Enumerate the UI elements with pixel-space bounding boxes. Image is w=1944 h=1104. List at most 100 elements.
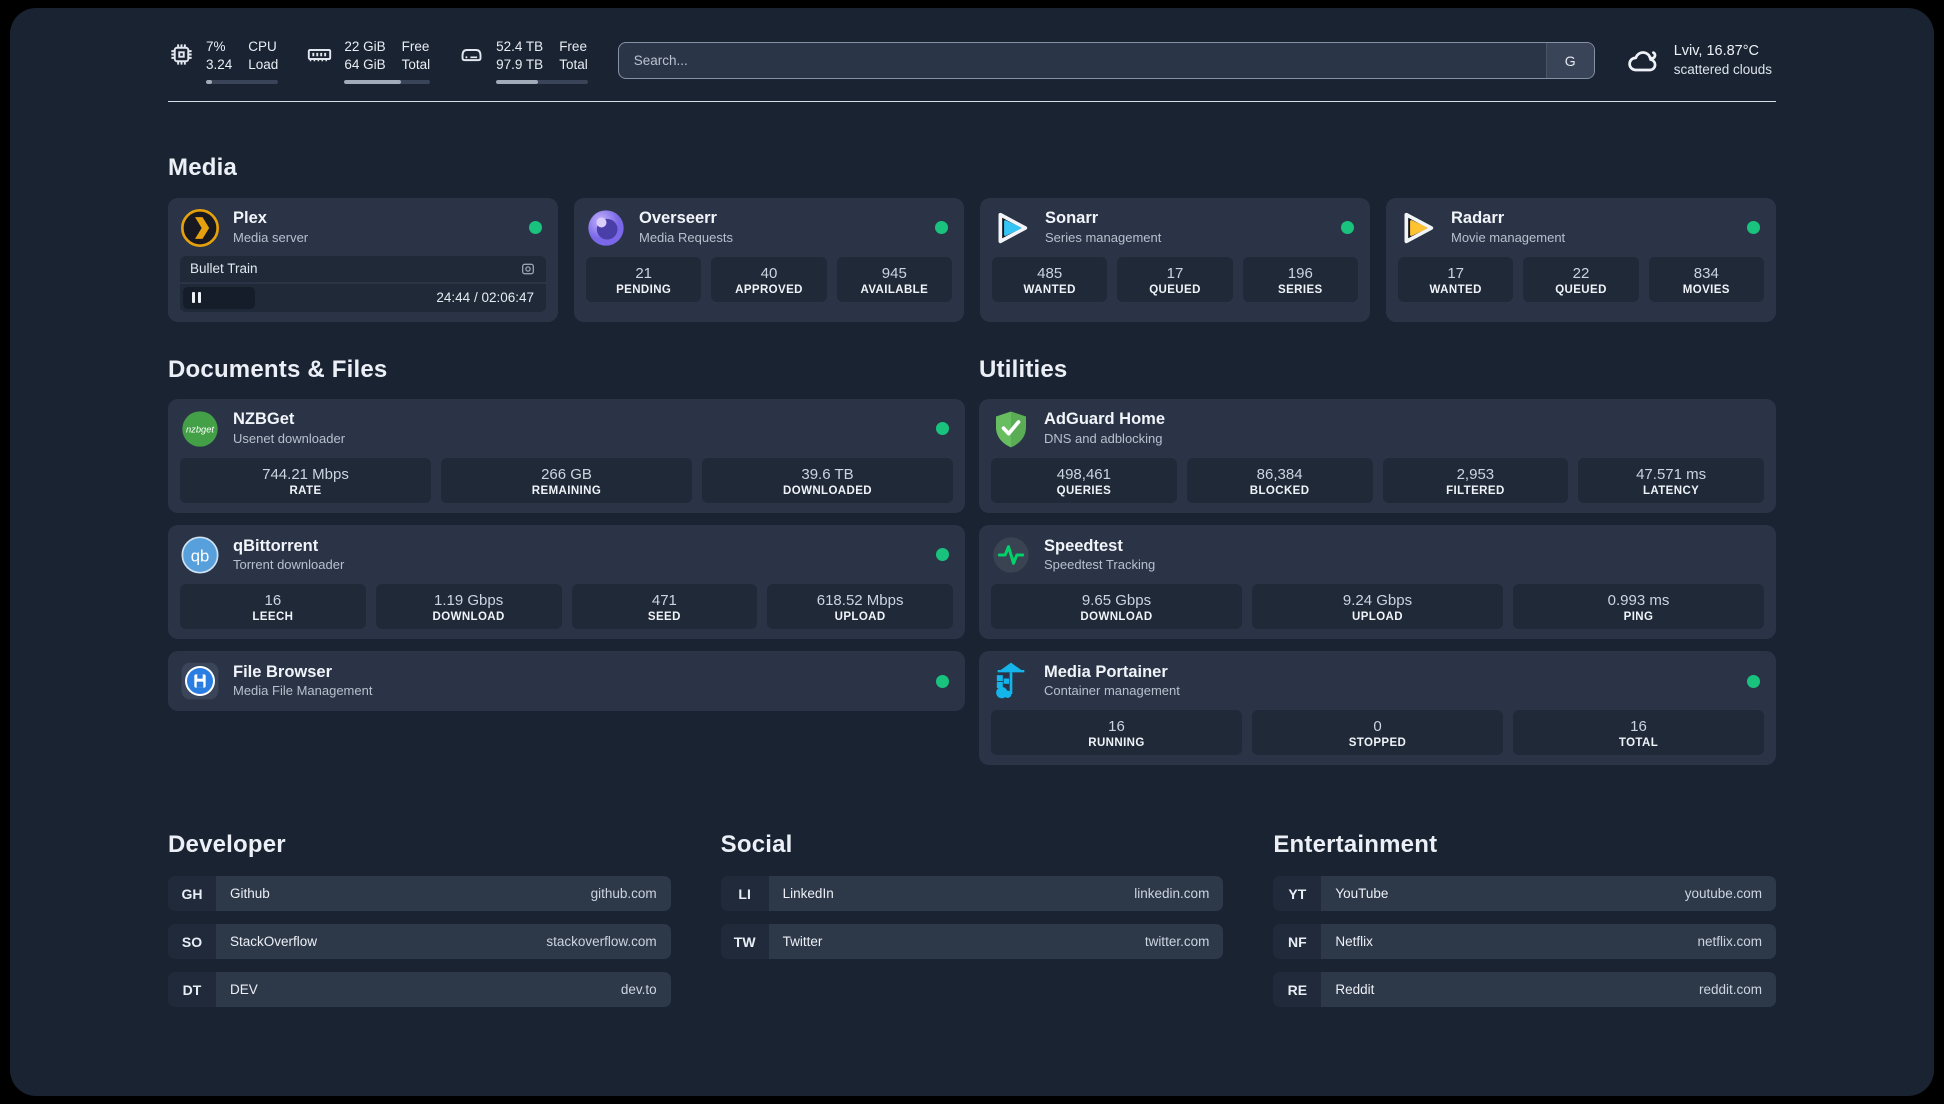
sonarr-card[interactable]: Sonarr Series management 485 WANTED 17 Q… [980,197,1370,322]
speedtest-card[interactable]: Speedtest Speedtest Tracking 9.65 Gbps D… [979,524,1776,640]
section-social: Social LI LinkedIn linkedin.com TW Twitt… [720,831,1224,1020]
adguard-icon [996,411,1026,447]
overseerr-stat-pending: 21 PENDING [586,256,702,302]
weather-location-temp: Lviv, 16.87°C [1673,42,1760,59]
qbittorrent-stat-download: 1.19 Gbps DOWNLOAD [375,583,562,630]
portainer-title: Media Portainer [1044,662,1168,681]
sonarr-subtitle: Series management [1045,229,1162,245]
utilities-section-title: Utilities [979,355,1068,383]
portainer-stat-total: 16 TOTAL [1513,710,1764,756]
ram-usage-bar [344,79,431,84]
dashboard: 7% 3.24 CPU Load [10,8,1934,1096]
sonarr-title: Sonarr [1045,209,1099,228]
overseerr-status-dot [935,221,948,235]
bookmark-url: twitter.com [1144,934,1210,950]
portainer-card[interactable]: Media Portainer Container management 16 … [979,651,1776,766]
overseerr-card[interactable]: Overseerr Media Requests 21 PENDING 40 A… [574,197,964,322]
disk-total-value: 97.9 TB [496,56,544,72]
header-divider [168,100,1776,102]
bookmark-name: LinkedIn [782,886,834,902]
weather-widget: Lviv, 16.87°C scattered clouds [1625,42,1776,80]
speedtest-icon [993,537,1029,573]
section-developer: Developer GH Github github.com SO StackO… [168,831,671,1020]
qbittorrent-stat-seed: 471 SEED [571,583,758,630]
top-bar: 7% 3.24 CPU Load [168,38,1776,84]
overseerr-subtitle: Media Requests [639,229,733,245]
bookmark-twitter[interactable]: TW Twitter twitter.com [720,924,1224,960]
bookmark-abbr: YT [1273,876,1322,912]
bookmark-dev[interactable]: DT DEV dev.to [168,972,671,1008]
camera-icon [522,263,534,274]
overseerr-stat-approved: 40 APPROVED [711,256,827,302]
cpu-icon [171,44,192,65]
bookmark-abbr: SO [168,924,216,960]
playback-progress-bar[interactable]: 24:44 / 02:06:47 [180,283,546,312]
section-documents: Documents & Files nzbget NZBGet Usenet d… [168,356,965,778]
portainer-stat-running: 16 RUNNING [991,710,1242,756]
bookmark-reddit[interactable]: RE Reddit reddit.com [1273,972,1776,1008]
bookmark-url: netflix.com [1697,934,1762,950]
sonarr-stat-queued: 17 QUEUED [1117,256,1233,302]
svg-text:qb: qb [191,546,210,565]
bookmark-name: DEV [230,982,258,998]
bookmark-name: StackOverflow [230,934,318,950]
search-engine-button[interactable]: G [1545,43,1594,79]
bookmark-linkedin[interactable]: LI LinkedIn linkedin.com [720,876,1224,912]
section-utilities: Utilities AdGuard Home DNS and adblockin… [979,356,1776,778]
ram-total-label: Total [401,56,431,72]
pause-icon [192,292,201,304]
bookmark-abbr: DT [168,972,216,1008]
bookmark-abbr: NF [1273,924,1322,960]
cpu-load-value: 3.24 [206,56,233,72]
portainer-status-dot [1747,674,1760,688]
sonarr-status-dot [1341,221,1354,235]
bookmark-name: Netflix [1335,934,1373,950]
radarr-stat-movies: 834 MOVIES [1648,256,1764,302]
cpu-label: CPU [248,39,277,54]
bookmark-abbr: LI [720,876,769,912]
bookmark-url: youtube.com [1684,886,1762,902]
adguard-subtitle: DNS and adblocking [1044,430,1163,446]
system-stats: 7% 3.24 CPU Load [168,38,588,84]
disk-free-label: Free [559,39,587,54]
qbittorrent-card[interactable]: qb qBittorrent Torrent downloader 16 LEE… [168,524,965,640]
ram-stat: 22 GiB 64 GiB Free Total [306,38,431,84]
search-input[interactable] [618,43,1546,79]
filebrowser-icon [181,662,219,700]
search-bar: G [617,42,1595,80]
cpu-load-label: Load [248,56,279,72]
filebrowser-subtitle: Media File Management [233,683,373,699]
bookmark-name: YouTube [1335,886,1389,902]
ram-free-value: 22 GiB [344,39,386,54]
filebrowser-card[interactable]: File Browser Media File Management [168,651,965,712]
radarr-icon [1404,212,1434,243]
bookmark-stackoverflow[interactable]: SO StackOverflow stackoverflow.com [168,924,671,960]
speedtest-stat-upload: 9.24 Gbps UPLOAD [1252,583,1503,630]
developer-section-title: Developer [168,831,286,859]
plex-subtitle: Media server [233,229,309,245]
radarr-stat-wanted: 17 WANTED [1398,256,1514,302]
media-section-title: Media [168,153,238,181]
adguard-card[interactable]: AdGuard Home DNS and adblocking 498,461 … [979,398,1776,513]
documents-section-title: Documents & Files [168,355,388,383]
disk-usage-bar [496,79,588,84]
nzbget-card[interactable]: nzbget NZBGet Usenet downloader 744.21 M… [168,398,965,513]
plex-status-dot [529,221,542,235]
plex-card[interactable]: Plex Media server Bullet Train [168,197,558,322]
nzbget-stat-rate: 744.21 Mbps RATE [180,457,431,503]
entertainment-section-title: Entertainment [1273,831,1438,859]
bookmark-netflix[interactable]: NF Netflix netflix.com [1273,924,1776,960]
disk-icon [461,49,482,62]
filebrowser-status-dot [936,674,949,688]
sonarr-stat-series: 196 SERIES [1242,256,1358,302]
speedtest-stat-download: 9.65 Gbps DOWNLOAD [991,583,1242,630]
portainer-stat-stopped: 0 STOPPED [1252,710,1503,756]
disk-total-label: Total [559,56,588,72]
speedtest-stat-ping: 0.993 ms PING [1513,583,1764,630]
bookmark-github[interactable]: GH Github github.com [168,876,671,912]
bookmark-youtube[interactable]: YT YouTube youtube.com [1273,876,1776,912]
qbittorrent-title: qBittorrent [233,536,319,555]
radarr-card[interactable]: Radarr Movie management 17 WANTED 22 QUE… [1386,197,1776,322]
radarr-stat-queued: 22 QUEUED [1523,256,1639,302]
bookmark-url: stackoverflow.com [546,934,657,950]
